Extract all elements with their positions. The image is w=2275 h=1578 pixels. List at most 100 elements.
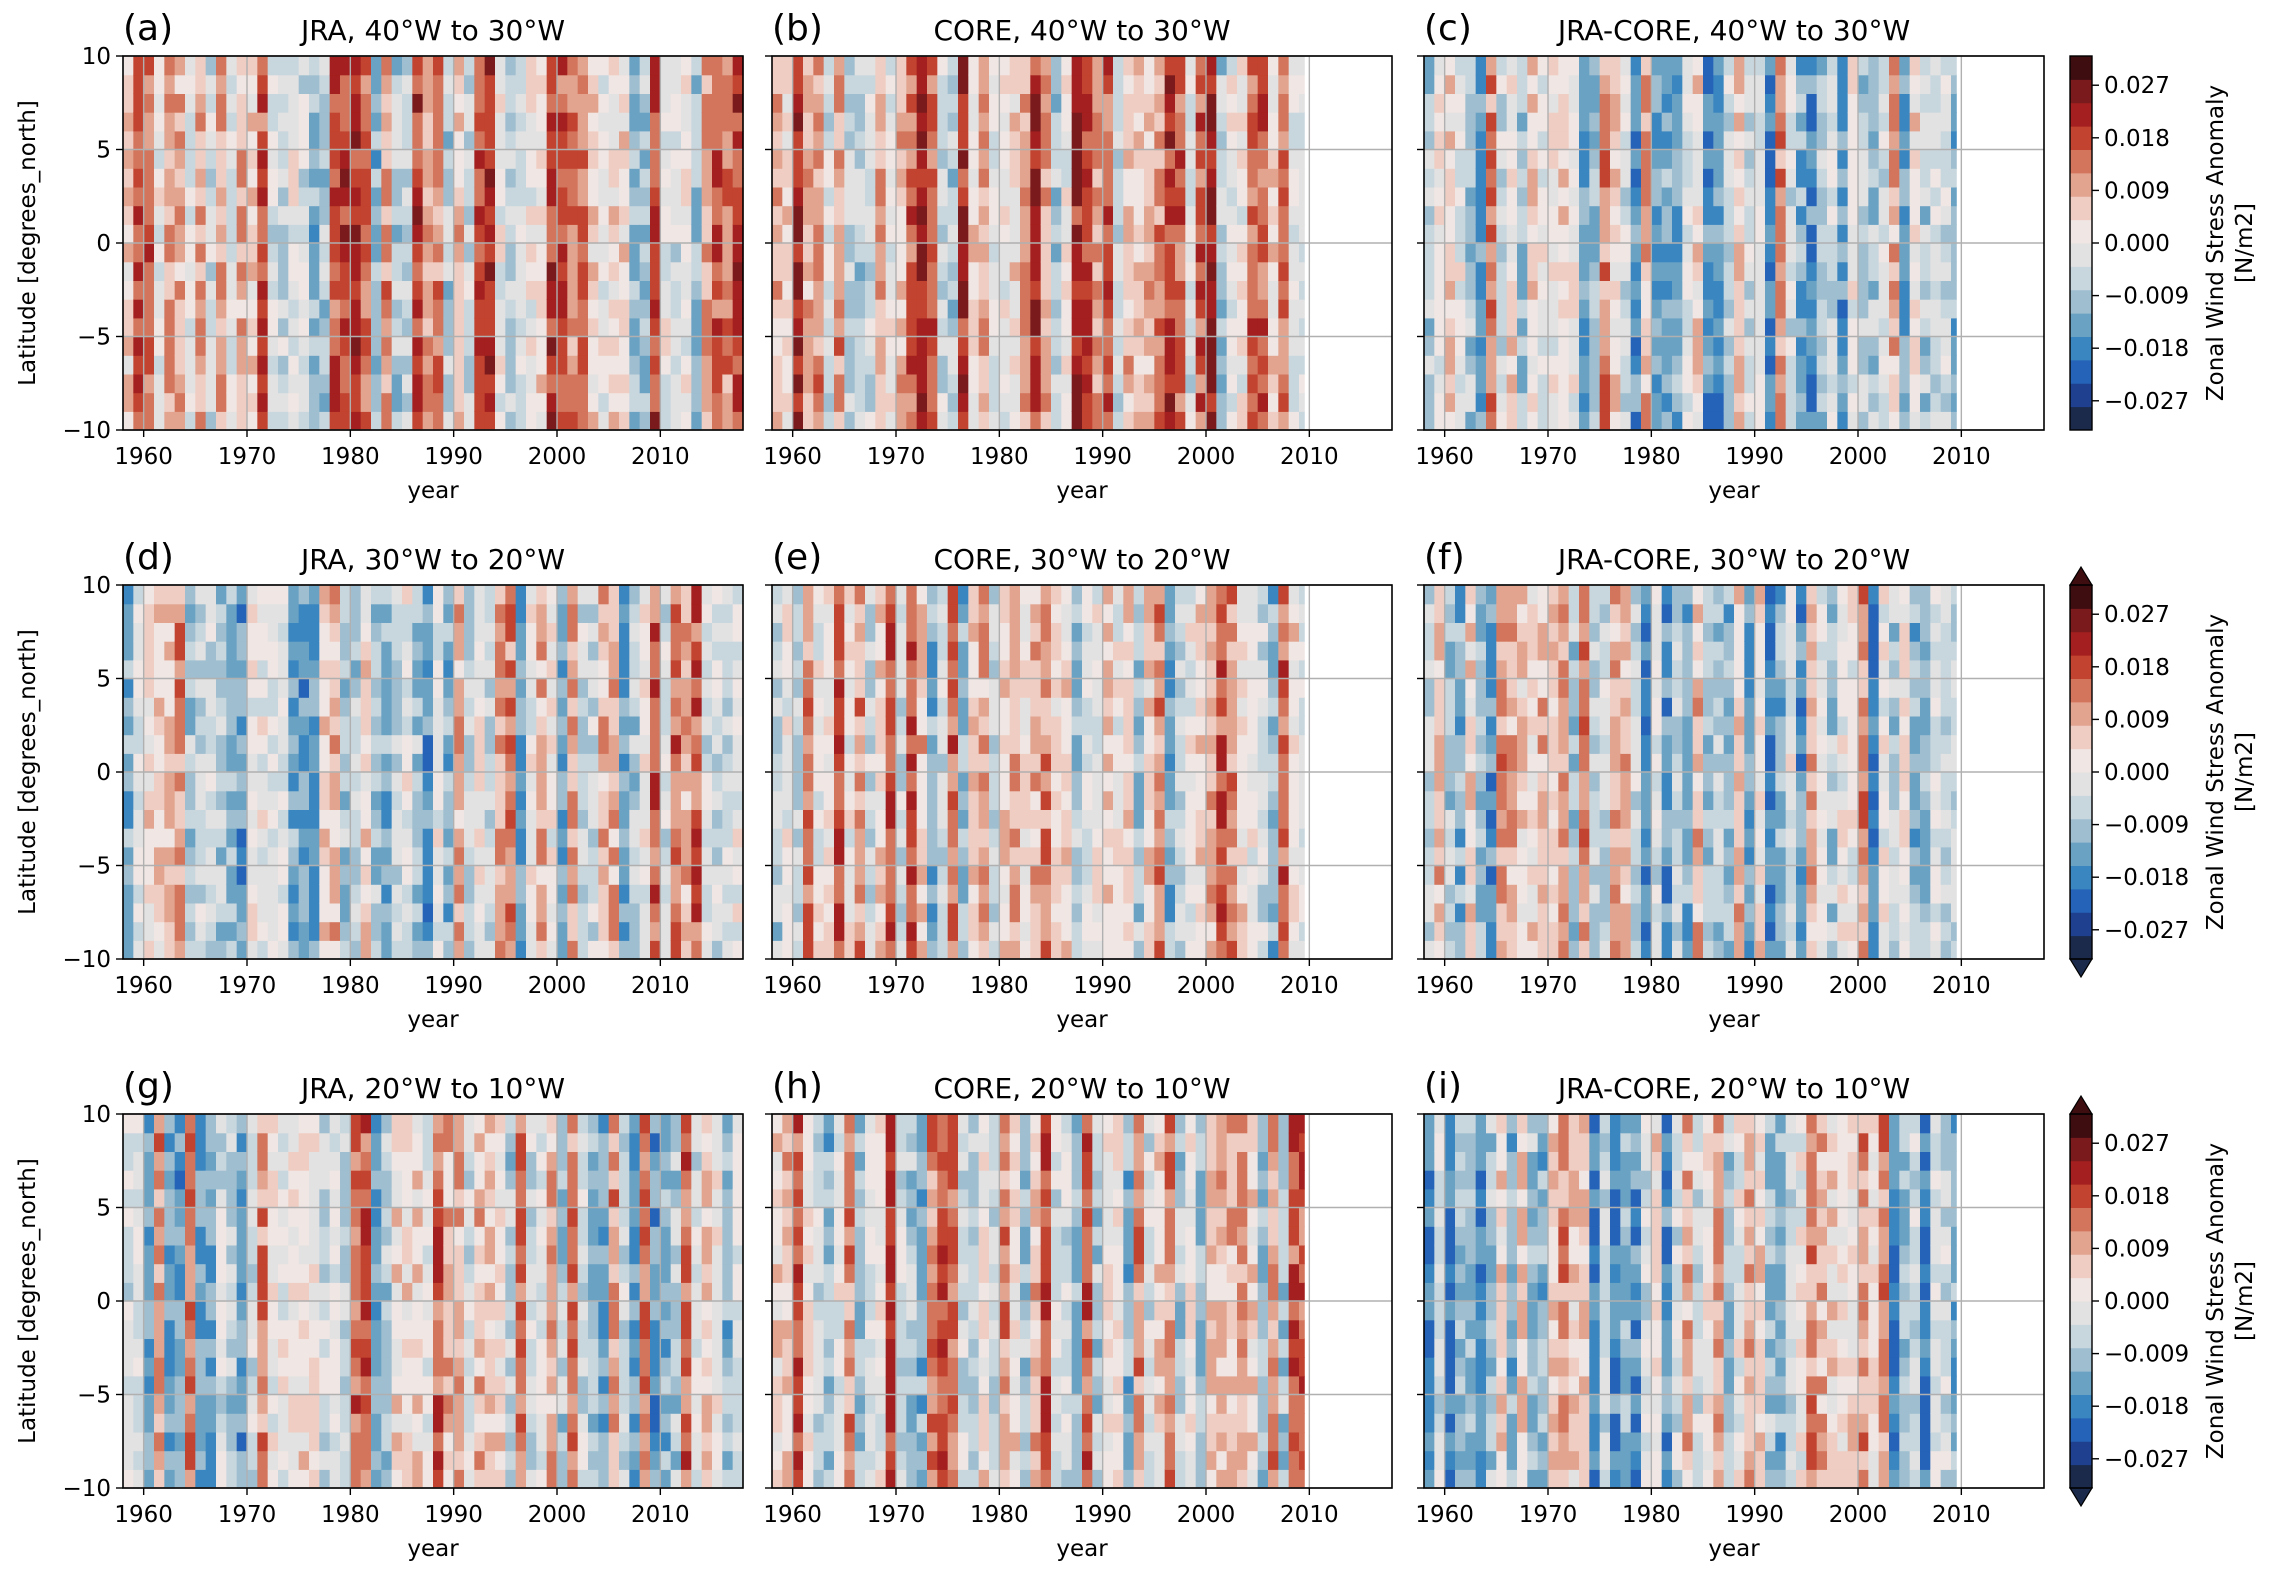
heatmap-cell: [722, 392, 734, 412]
heatmap-cell: [536, 641, 548, 661]
heatmap-cell: [247, 940, 258, 960]
heatmap-cell: [823, 846, 835, 867]
heatmap-cell: [896, 828, 907, 848]
heatmap-cell: [412, 280, 424, 300]
heatmap-cell: [947, 205, 959, 225]
heatmap-cell: [164, 317, 176, 338]
heatmap-cell: [1951, 149, 1957, 169]
heatmap-cell: [1123, 224, 1135, 244]
panel-title: JRA-CORE, 40°W to 30°W: [1556, 14, 1910, 47]
heatmap-cell: [143, 56, 155, 76]
heatmap-cell: [567, 603, 579, 623]
heatmap-cell: [1734, 56, 1745, 76]
heatmap-cell: [639, 243, 651, 263]
heatmap-cell: [1424, 392, 1435, 412]
heatmap-cell: [813, 659, 825, 680]
heatmap-cell: [896, 112, 907, 132]
heatmap-cell: [1661, 243, 1673, 263]
heatmap-cell: [732, 280, 744, 300]
heatmap-cell: [1030, 56, 1042, 76]
heatmap-cell: [1009, 130, 1021, 151]
heatmap-cell: [474, 678, 486, 698]
heatmap-cell: [1455, 186, 1466, 207]
heatmap-cell: [226, 828, 238, 848]
heatmap-cell: [650, 112, 661, 132]
heatmap-cell: [526, 74, 537, 94]
heatmap-cell: [1858, 261, 1869, 281]
heatmap-cell: [937, 772, 949, 792]
heatmap-cell: [1486, 261, 1497, 281]
heatmap-cell: [834, 846, 845, 867]
heatmap-cell: [782, 186, 794, 207]
heatmap-cell: [1837, 224, 1849, 244]
heatmap-cell: [958, 336, 969, 356]
heatmap-cell: [834, 74, 845, 94]
heatmap-cell: [1610, 392, 1621, 412]
heatmap-cell: [309, 790, 320, 810]
heatmap-cell: [309, 205, 320, 225]
heatmap-cell: [947, 902, 959, 923]
heatmap-cell: [1620, 392, 1632, 412]
heatmap-cell: [823, 940, 835, 960]
heatmap-cell: [927, 74, 938, 94]
heatmap-cell: [1175, 224, 1186, 244]
heatmap-cell: [329, 112, 341, 132]
heatmap-cell: [288, 168, 300, 188]
heatmap-cell: [1610, 112, 1621, 132]
heatmap-cell: [236, 130, 248, 151]
heatmap-cell: [1237, 93, 1248, 113]
heatmap-cell: [226, 130, 238, 151]
heatmap-cell: [495, 355, 506, 375]
heatmap-cell: [916, 392, 928, 412]
heatmap-cell: [526, 149, 537, 169]
heatmap-cell: [577, 884, 589, 904]
heatmap-cell: [1723, 186, 1735, 207]
heatmap-cell: [1899, 317, 1911, 338]
heatmap-cell: [792, 261, 804, 281]
heatmap-cell: [629, 734, 641, 754]
heatmap-cell: [732, 809, 744, 829]
heatmap-cell: [1579, 392, 1590, 412]
heatmap-cell: [1858, 130, 1869, 151]
heatmap-cell: [1486, 355, 1497, 375]
heatmap-cell: [340, 336, 351, 356]
heatmap-cell: [340, 659, 351, 680]
heatmap-cell: [371, 772, 382, 792]
heatmap-cell: [1020, 56, 1031, 76]
heatmap-cell: [1785, 56, 1797, 76]
heatmap-cell: [1195, 224, 1207, 244]
heatmap-cell: [772, 659, 783, 680]
heatmap-cell: [937, 902, 949, 923]
heatmap-cell: [1579, 373, 1590, 394]
heatmap-cell: [1651, 336, 1663, 356]
heatmap-cell: [834, 149, 845, 169]
heatmap-cell: [340, 734, 351, 754]
heatmap-cell: [701, 715, 713, 736]
heatmap-cell: [143, 884, 155, 904]
heatmap-cell: [629, 299, 641, 319]
heatmap-cell: [732, 299, 744, 319]
heatmap-cell: [577, 149, 589, 169]
heatmap-cell: [1816, 224, 1828, 244]
heatmap-cell: [875, 74, 887, 94]
heatmap-cell: [1185, 186, 1197, 207]
heatmap-cell: [1123, 261, 1135, 281]
heatmap-cell: [1247, 186, 1259, 207]
heatmap-cell: [340, 846, 351, 867]
heatmap-cell: [1651, 130, 1663, 151]
heatmap-cell: [906, 865, 918, 885]
heatmap-cell: [1102, 149, 1114, 169]
heatmap-cell: [1123, 355, 1135, 375]
heatmap-cell: [782, 149, 794, 169]
heatmap-cell: [278, 280, 289, 300]
heatmap-cell: [1816, 411, 1828, 431]
heatmap-cell: [453, 940, 465, 960]
heatmap-cell: [226, 809, 238, 829]
heatmap-cell: [1092, 186, 1104, 207]
heatmap-cell: [216, 317, 227, 338]
heatmap-cell: [885, 411, 897, 431]
heatmap-cell: [329, 243, 341, 263]
heatmap-cell: [123, 112, 134, 132]
heatmap-cell: [195, 884, 207, 904]
heatmap-cell: [123, 280, 134, 300]
